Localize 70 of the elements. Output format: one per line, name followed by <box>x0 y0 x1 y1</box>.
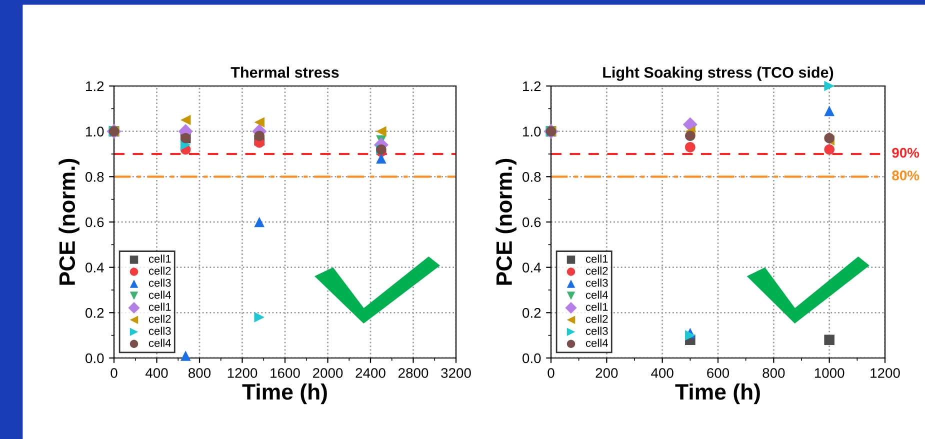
x-tick-label: 3200 <box>441 368 471 378</box>
x-axis-title: Time (h) <box>242 383 327 404</box>
y-tick-label: 0.0 <box>86 353 104 364</box>
x-tick-label: 1000 <box>814 368 844 378</box>
legend-label: cell2 <box>148 266 171 275</box>
legend-label: cell4 <box>586 338 608 347</box>
x-tick-label: 800 <box>762 368 785 378</box>
x-tick-label: 0 <box>110 368 118 378</box>
legend-label: cell3 <box>148 278 171 287</box>
x-tick-label: 2400 <box>356 368 386 378</box>
chart-title: Light Soaking stress (TCO side) <box>603 66 834 81</box>
y-tick-label: 0.6 <box>86 217 104 228</box>
point <box>824 80 834 92</box>
point <box>180 350 191 361</box>
y-tick-label: 0.4 <box>86 262 104 273</box>
x-tick-label: 200 <box>596 368 618 378</box>
legend-label: cell3 <box>586 326 608 335</box>
x-tick-label: 2800 <box>398 368 428 378</box>
y-tick-label: 1.0 <box>86 126 104 137</box>
x-tick-label: 1600 <box>270 368 300 378</box>
point <box>254 117 264 128</box>
x-tick-label: 1200 <box>870 368 900 378</box>
x-tick-label: 400 <box>145 368 168 378</box>
point <box>180 114 191 126</box>
y-tick-label: 0.8 <box>522 172 541 182</box>
point <box>685 130 696 142</box>
y-tick-label: 1.2 <box>86 81 104 92</box>
y-tick-label: 0.2 <box>522 308 541 318</box>
x-tick-label: 1200 <box>228 368 258 378</box>
point <box>254 130 264 142</box>
legend-label: cell2 <box>586 266 608 275</box>
chart-title: Thermal stress <box>230 66 339 78</box>
legend-label: cell1 <box>586 254 608 263</box>
legend-label: cell3 <box>148 326 171 335</box>
point <box>824 106 834 116</box>
y-tick-label: 0.0 <box>522 353 541 364</box>
y-tick-label: 0.8 <box>86 172 104 182</box>
y-axis-title: PCE (norm.) <box>496 158 516 285</box>
legend-label: cell1 <box>148 302 171 311</box>
point <box>685 142 696 152</box>
legend-label: cell2 <box>148 314 171 323</box>
y-tick-label: 0.6 <box>522 217 541 228</box>
legend-label: cell4 <box>148 338 171 347</box>
y-tick-label: 0.4 <box>522 262 541 273</box>
point <box>824 334 834 346</box>
ref-line-label: 90% <box>892 148 920 158</box>
x-tick-label: 0 <box>548 368 554 378</box>
point <box>376 153 386 164</box>
x-tick-label: 600 <box>707 368 730 378</box>
y-tick-label: 0.2 <box>86 308 104 318</box>
point <box>685 330 696 340</box>
x-tick-label: 400 <box>651 368 674 378</box>
point <box>376 126 386 136</box>
point <box>254 216 264 228</box>
y-tick-label: 1.2 <box>523 81 541 92</box>
point <box>824 132 834 144</box>
x-tick-label: 800 <box>188 368 211 378</box>
legend-label: cell2 <box>586 314 608 323</box>
ref-line-label: 80% <box>892 170 920 180</box>
legend-label: cell1 <box>148 254 171 263</box>
legend-label: cell1 <box>586 302 608 311</box>
point <box>824 144 834 155</box>
legend-label: cell3 <box>586 278 608 287</box>
y-axis-title: PCE (norm.) <box>58 158 80 285</box>
legend-label: cell4 <box>148 290 171 299</box>
y-tick-label: 1.0 <box>523 126 541 137</box>
point <box>254 312 264 322</box>
legend-label: cell4 <box>586 290 608 299</box>
x-tick-label: 2000 <box>313 368 343 378</box>
x-axis-title: Time (h) <box>675 383 760 404</box>
